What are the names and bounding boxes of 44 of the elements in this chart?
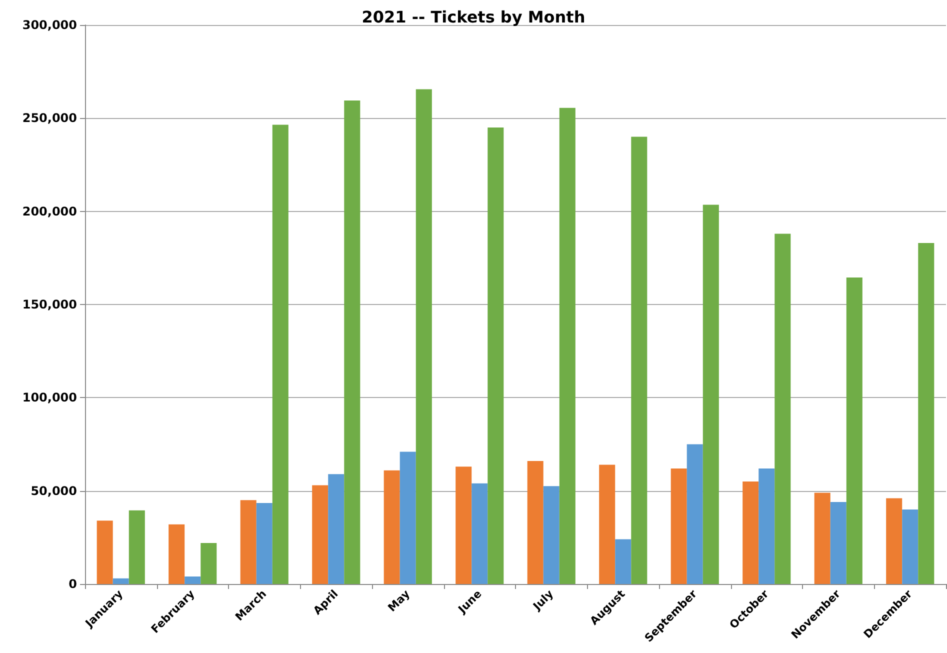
bar <box>830 502 846 584</box>
bar <box>456 466 472 584</box>
y-tick-label: 150,000 <box>22 298 77 312</box>
bar <box>702 204 719 584</box>
y-tick-label: 300,000 <box>22 18 77 32</box>
bar <box>96 520 113 584</box>
bar <box>240 500 256 584</box>
bar <box>488 127 504 584</box>
bar <box>686 444 703 584</box>
bar <box>527 461 544 584</box>
bar <box>886 498 902 584</box>
bar <box>400 452 416 584</box>
bar <box>670 468 687 584</box>
bar <box>902 509 918 584</box>
bar <box>774 234 791 584</box>
y-tick-label: 0 <box>68 577 77 591</box>
bar <box>416 89 432 584</box>
y-tick-label: 200,000 <box>22 204 77 218</box>
bar <box>328 474 344 584</box>
bar <box>599 464 616 584</box>
bar <box>272 124 288 584</box>
bar <box>846 277 862 584</box>
bar <box>128 510 145 584</box>
bar <box>168 524 185 584</box>
bar <box>384 470 400 584</box>
bar <box>344 100 360 584</box>
bar <box>312 485 328 584</box>
bar <box>758 468 775 584</box>
bar <box>814 492 830 584</box>
bar <box>742 482 759 584</box>
bar <box>200 543 217 584</box>
bar <box>559 108 576 584</box>
y-tick-label: 250,000 <box>22 111 77 126</box>
bar <box>631 136 648 584</box>
bar <box>112 578 129 584</box>
bar <box>472 483 488 584</box>
bar <box>184 576 201 584</box>
chart-title: 2021 -- Tickets by Month <box>362 8 586 26</box>
y-tick-label: 50,000 <box>30 484 77 498</box>
bar <box>918 243 934 584</box>
bar <box>615 539 632 584</box>
y-tick-label: 100,000 <box>22 390 77 405</box>
bar <box>543 486 560 584</box>
bar <box>256 502 272 584</box>
